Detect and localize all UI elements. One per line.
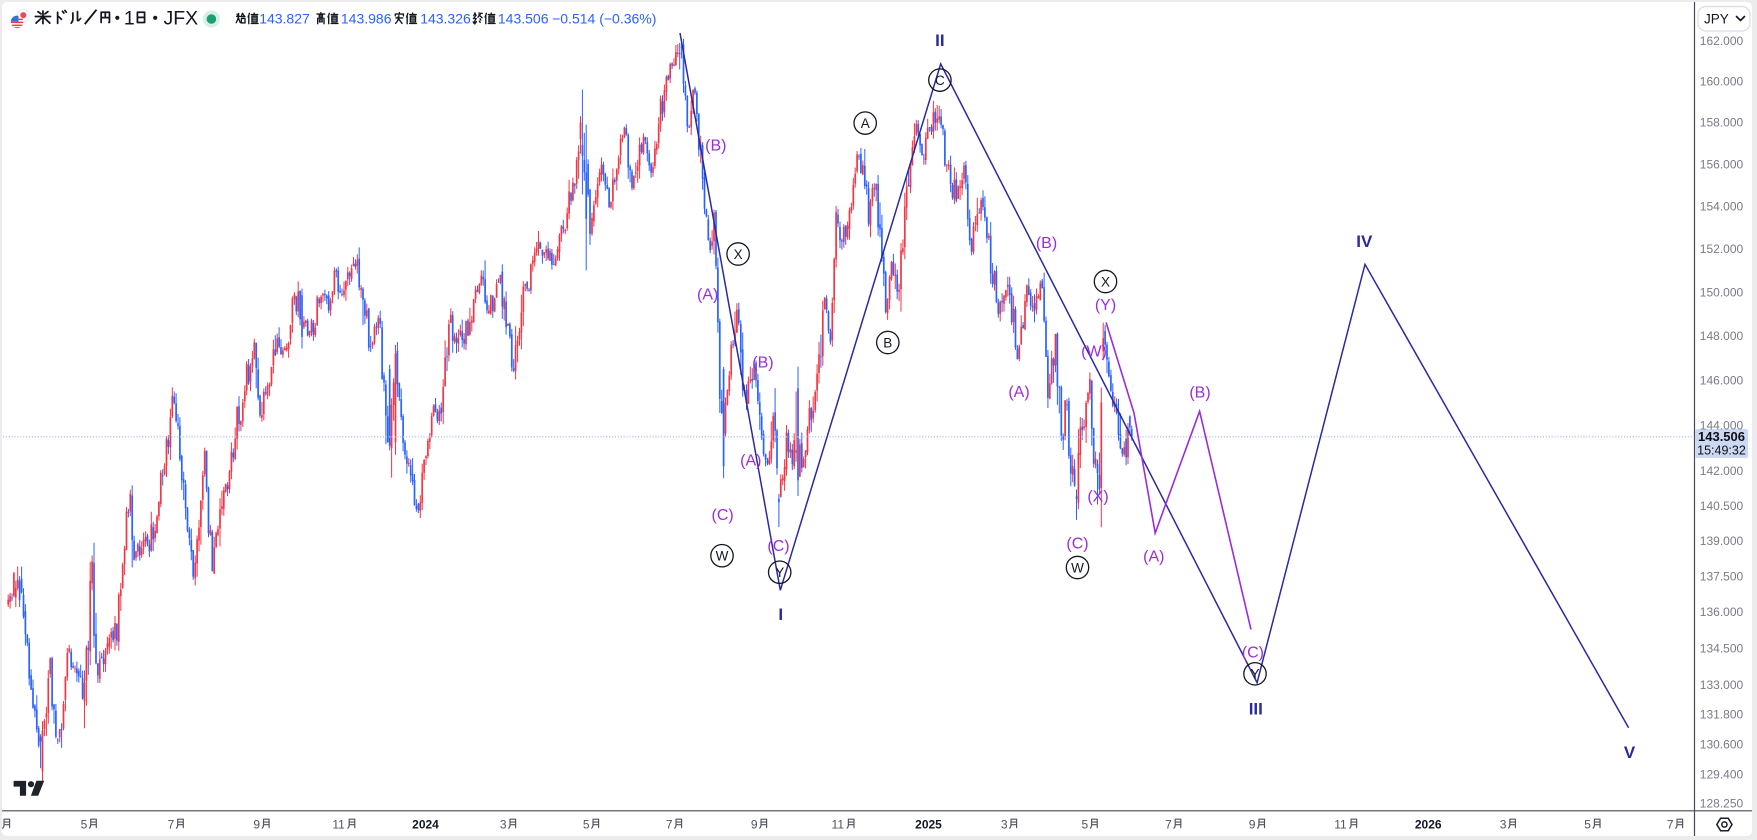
svg-text:2025: 2025 xyxy=(915,818,942,832)
svg-text:1: 1 xyxy=(124,8,135,30)
svg-text:IV: IV xyxy=(1356,232,1373,251)
svg-text:(C): (C) xyxy=(767,538,789,555)
svg-text:9: 9 xyxy=(751,818,758,832)
svg-text:3: 3 xyxy=(1500,818,1507,832)
svg-text:5: 5 xyxy=(583,818,590,832)
svg-text:5: 5 xyxy=(81,818,88,832)
svg-text:7: 7 xyxy=(1667,818,1674,832)
svg-text:128.250: 128.250 xyxy=(1700,797,1744,811)
svg-text:A: A xyxy=(861,116,870,131)
svg-text:C: C xyxy=(935,73,945,88)
svg-text:JPY: JPY xyxy=(1704,12,1729,27)
svg-text:160.000: 160.000 xyxy=(1700,75,1744,89)
svg-text:143.506: 143.506 xyxy=(498,11,549,27)
svg-text:I: I xyxy=(778,605,783,624)
svg-text:140.500: 140.500 xyxy=(1700,499,1744,513)
svg-text:(X): (X) xyxy=(1087,489,1108,506)
svg-text:B: B xyxy=(883,335,892,350)
svg-text:JFX: JFX xyxy=(164,8,199,30)
svg-text:143.827: 143.827 xyxy=(259,11,310,27)
svg-text:Y: Y xyxy=(775,565,784,580)
svg-text:152.000: 152.000 xyxy=(1700,242,1744,256)
svg-text:129.400: 129.400 xyxy=(1700,768,1744,782)
svg-text:11: 11 xyxy=(1334,818,1347,832)
svg-text:130.600: 130.600 xyxy=(1700,737,1744,751)
svg-text:5: 5 xyxy=(1584,818,1591,832)
svg-text:(C): (C) xyxy=(1066,536,1088,553)
svg-text:V: V xyxy=(1624,743,1636,762)
svg-text:5: 5 xyxy=(1082,818,1089,832)
svg-text:−0.514 (−0.36%): −0.514 (−0.36%) xyxy=(552,11,656,27)
svg-text:(Y): (Y) xyxy=(1095,297,1116,314)
svg-text:136.000: 136.000 xyxy=(1700,605,1744,619)
svg-text:150.000: 150.000 xyxy=(1700,285,1744,299)
svg-text:143.986: 143.986 xyxy=(341,11,392,27)
svg-text:Y: Y xyxy=(1250,667,1259,682)
svg-text:(B): (B) xyxy=(705,138,726,155)
svg-text:9: 9 xyxy=(1249,818,1256,832)
svg-text:158.000: 158.000 xyxy=(1700,116,1744,130)
svg-text:(C): (C) xyxy=(1242,644,1264,661)
svg-text:15:49:32: 15:49:32 xyxy=(1697,443,1746,457)
svg-text:137.500: 137.500 xyxy=(1700,569,1744,583)
svg-text:134.500: 134.500 xyxy=(1700,641,1744,655)
svg-text:(A): (A) xyxy=(1008,384,1029,401)
svg-text:7: 7 xyxy=(1165,818,1172,832)
svg-text:X: X xyxy=(734,247,743,262)
svg-text:156.000: 156.000 xyxy=(1700,157,1744,171)
svg-text:(A): (A) xyxy=(1143,549,1164,566)
svg-text:3: 3 xyxy=(0,818,1,832)
svg-text:II: II xyxy=(935,31,944,50)
svg-text:3: 3 xyxy=(500,818,507,832)
svg-text:(B): (B) xyxy=(1036,235,1057,252)
svg-text:(B): (B) xyxy=(1189,385,1210,402)
svg-text:142.000: 142.000 xyxy=(1700,464,1744,478)
svg-text:2026: 2026 xyxy=(1415,818,1442,832)
svg-text:133.000: 133.000 xyxy=(1700,678,1744,692)
svg-text:(A): (A) xyxy=(740,452,761,469)
svg-text:148.000: 148.000 xyxy=(1700,329,1744,343)
svg-text:9: 9 xyxy=(253,818,260,832)
svg-text:131.800: 131.800 xyxy=(1700,708,1744,722)
svg-text:144.000: 144.000 xyxy=(1700,419,1744,433)
svg-text:154.000: 154.000 xyxy=(1700,199,1744,213)
svg-text:2024: 2024 xyxy=(412,818,439,832)
svg-text:W: W xyxy=(716,549,729,564)
svg-text:(A): (A) xyxy=(697,286,718,303)
svg-text:(W): (W) xyxy=(1081,344,1107,361)
svg-text:W: W xyxy=(1071,560,1084,575)
svg-text:X: X xyxy=(1101,274,1110,289)
svg-text:3: 3 xyxy=(1001,818,1008,832)
svg-text:7: 7 xyxy=(168,818,175,832)
svg-text:11: 11 xyxy=(832,818,845,832)
svg-text:143.326: 143.326 xyxy=(420,11,471,27)
svg-text:146.000: 146.000 xyxy=(1700,374,1744,388)
svg-text:162.000: 162.000 xyxy=(1700,34,1744,48)
svg-text:11: 11 xyxy=(332,818,345,832)
svg-text:(C): (C) xyxy=(711,507,733,524)
svg-text:143.506: 143.506 xyxy=(1698,429,1745,444)
svg-text:(B): (B) xyxy=(752,354,773,371)
svg-text:139.000: 139.000 xyxy=(1700,534,1744,548)
svg-text:III: III xyxy=(1249,700,1263,719)
svg-text:7: 7 xyxy=(666,818,673,832)
